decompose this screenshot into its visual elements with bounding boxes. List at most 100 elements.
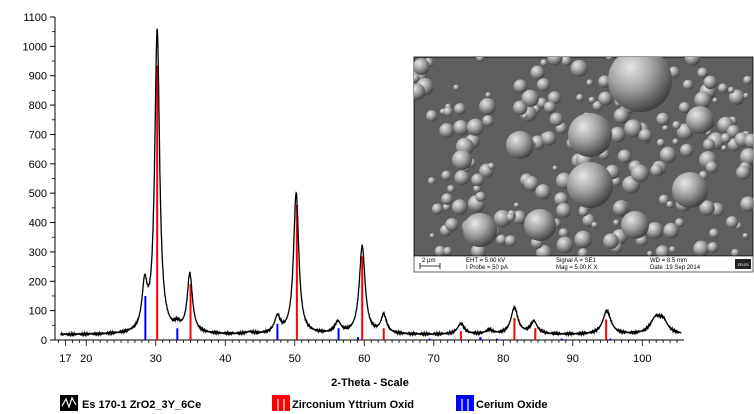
sem-particle [674, 218, 685, 228]
sem-particle-large [621, 211, 649, 239]
sem-eht: EHT = 5.00 kV [466, 258, 505, 264]
sem-particle [496, 234, 507, 245]
sem-particle [727, 86, 735, 94]
x-tick-label: 60 [358, 353, 370, 365]
sem-particle [429, 233, 435, 239]
legend-swatch-cerium [456, 395, 474, 411]
sem-particle [414, 73, 420, 83]
sem-particle [624, 119, 643, 138]
sem-particle [479, 98, 496, 115]
sem-particle [427, 177, 436, 185]
legend-label-measured: Es 170-1 ZrO2_3Y_6Ce [82, 399, 201, 411]
sem-particle [744, 133, 753, 149]
sem-particle [592, 100, 603, 111]
sem-particle [669, 246, 676, 253]
sem-particle [662, 124, 669, 132]
sem-particle [721, 145, 728, 151]
sem-particle-large [452, 150, 472, 170]
x-tick-label: 30 [150, 353, 162, 365]
sem-particle [598, 91, 613, 106]
legend-item-measured: Es 170-1 ZrO2_3Y_6Ce [60, 395, 201, 411]
x-tick-label: 20 [80, 353, 92, 365]
sem-particle [536, 78, 551, 92]
sem-particle [576, 93, 584, 102]
sem-particle-large [463, 213, 497, 247]
sem-particle [442, 203, 451, 211]
sem-particle [558, 228, 569, 238]
sem-particle [426, 110, 438, 122]
sem-scale-bar: 2 µm [419, 258, 441, 269]
y-tick-label: 400 [29, 218, 47, 230]
sem-particle [549, 112, 564, 127]
sem-particle [617, 149, 632, 164]
sem-particle [684, 57, 701, 66]
sem-micrograph-inset: 2 µm EHT = 5.00 kV I Probe = 50 pA Signa… [413, 56, 754, 273]
sem-particle [445, 217, 459, 232]
sem-particle [705, 161, 718, 174]
y-tick-label: 100 [29, 306, 47, 318]
sem-particle [672, 120, 681, 130]
y-tick-label: 900 [29, 71, 47, 83]
sem-particle [736, 165, 751, 180]
sem-particle [588, 96, 596, 104]
sem-particle [613, 201, 628, 216]
x-axis-ticks: 17 20 30 40 50 60 70 80 90 100 [58, 340, 678, 365]
sem-particle [434, 245, 446, 256]
sem-particle [540, 59, 548, 67]
sem-particle [609, 126, 626, 143]
sem-particle [547, 57, 563, 66]
sem-scale-label: 2 µm [422, 258, 435, 264]
reference-sticks [144, 65, 612, 340]
sem-particle [743, 75, 752, 85]
legend-swatch-zirconium [272, 395, 290, 411]
sem-particle [728, 89, 745, 105]
sem-particle [725, 216, 739, 229]
y-tick-label: 1100 [23, 12, 47, 24]
sem-particle [439, 123, 455, 138]
sem-particle [606, 57, 613, 61]
y-tick-label: 0 [41, 335, 47, 347]
sem-particle [487, 162, 495, 170]
sem-particle [720, 133, 731, 144]
sem-particle [443, 106, 453, 117]
sem-particle [530, 65, 545, 80]
x-tick-label: 90 [567, 353, 579, 365]
sem-particle [586, 79, 594, 87]
sem-particle [731, 248, 740, 256]
sem-particle [740, 148, 753, 166]
sem-particle [471, 173, 485, 187]
legend-swatch-measured [60, 395, 78, 411]
sem-particle [451, 199, 468, 215]
sem-particle [659, 146, 677, 164]
y-tick-label: 500 [29, 188, 47, 200]
sem-particle [512, 210, 527, 225]
sem-particle [658, 194, 670, 205]
sem-particle [672, 138, 679, 145]
sem-particle-large [686, 106, 714, 134]
sem-particle [475, 191, 486, 202]
sem-particle [570, 59, 588, 77]
x-tick-label: 80 [497, 353, 509, 365]
sem-particle [552, 165, 558, 171]
sem-particle [682, 79, 694, 90]
sem-particle [598, 75, 611, 88]
sem-particle [697, 67, 708, 79]
sem-particle [414, 83, 426, 100]
sem-particle [694, 91, 712, 109]
sem-particle [703, 138, 716, 151]
sem-particle-large [567, 162, 613, 208]
measured-pattern-line [59, 28, 682, 338]
sem-particle-large [568, 113, 612, 157]
sem-particle [431, 203, 443, 215]
y-axis-ticks: 0 100 200 300 400 500 600 700 800 900 1000 1100 [23, 12, 55, 347]
sem-particle [513, 202, 520, 208]
sem-particle [454, 103, 466, 115]
y-tick-label: 600 [29, 159, 47, 171]
zeiss-logo [735, 259, 751, 269]
sem-particle [646, 222, 664, 240]
sem-particle [453, 119, 469, 136]
sem-particle [485, 92, 492, 98]
sem-particle [631, 164, 649, 183]
sem-particle [578, 206, 589, 217]
zeiss-logo-text: ZEISS [737, 262, 749, 267]
